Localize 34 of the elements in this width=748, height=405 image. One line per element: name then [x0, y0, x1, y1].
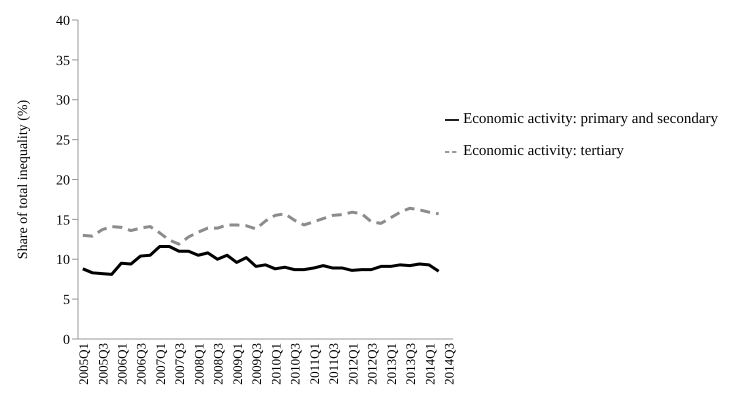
x-tick-label: 2011Q3: [326, 343, 342, 384]
y-tick-label: 5: [63, 293, 70, 308]
x-tick-label: 2010Q3: [288, 343, 303, 385]
y-tick-label: 40: [56, 14, 70, 29]
x-tick-label: 2005Q1: [76, 343, 92, 385]
x-tick-label: 2005Q3: [95, 343, 110, 385]
line-series: [81, 206, 440, 246]
y-tick-label: 10: [56, 253, 70, 268]
line-series: [81, 244, 440, 276]
legend-label: Economic activity: tertiary: [463, 143, 624, 159]
y-axis-title: Share of total inequality (%): [16, 99, 31, 260]
y-tick-label: 20: [56, 173, 70, 188]
y-tick-label: 0: [63, 332, 70, 348]
x-tick-label: 2012Q1: [345, 343, 360, 385]
x-tick-label: 2006Q3: [134, 343, 149, 385]
y-tick-label: 30: [56, 94, 70, 109]
x-tick-label: 2014Q1: [422, 343, 438, 385]
y-tick-label: 15: [56, 213, 70, 228]
x-tick-label: 2013Q3: [403, 343, 418, 385]
y-tick-label: 25: [56, 134, 70, 149]
x-tick-label: 2008Q1: [191, 343, 206, 385]
x-tick-label: 2008Q3: [210, 343, 226, 385]
x-tick-label: 2011Q1: [306, 343, 322, 384]
x-tick-label: 2009Q3: [249, 343, 264, 385]
x-tick-label: 2007Q1: [152, 343, 168, 385]
x-tick-label: 2013Q1: [384, 343, 399, 385]
legend-label: Economic activity: primary and secondary: [463, 111, 718, 127]
x-tick-label: 2010Q1: [268, 343, 284, 385]
x-tick-label: 2009Q1: [230, 343, 245, 385]
x-tick-label: 2006Q1: [114, 343, 130, 385]
y-tick-label: 35: [56, 54, 70, 69]
x-tick-label: 2014Q3: [442, 343, 456, 385]
x-tick-label: 2012Q3: [364, 343, 380, 385]
x-tick-label: 2007Q3: [172, 343, 188, 385]
